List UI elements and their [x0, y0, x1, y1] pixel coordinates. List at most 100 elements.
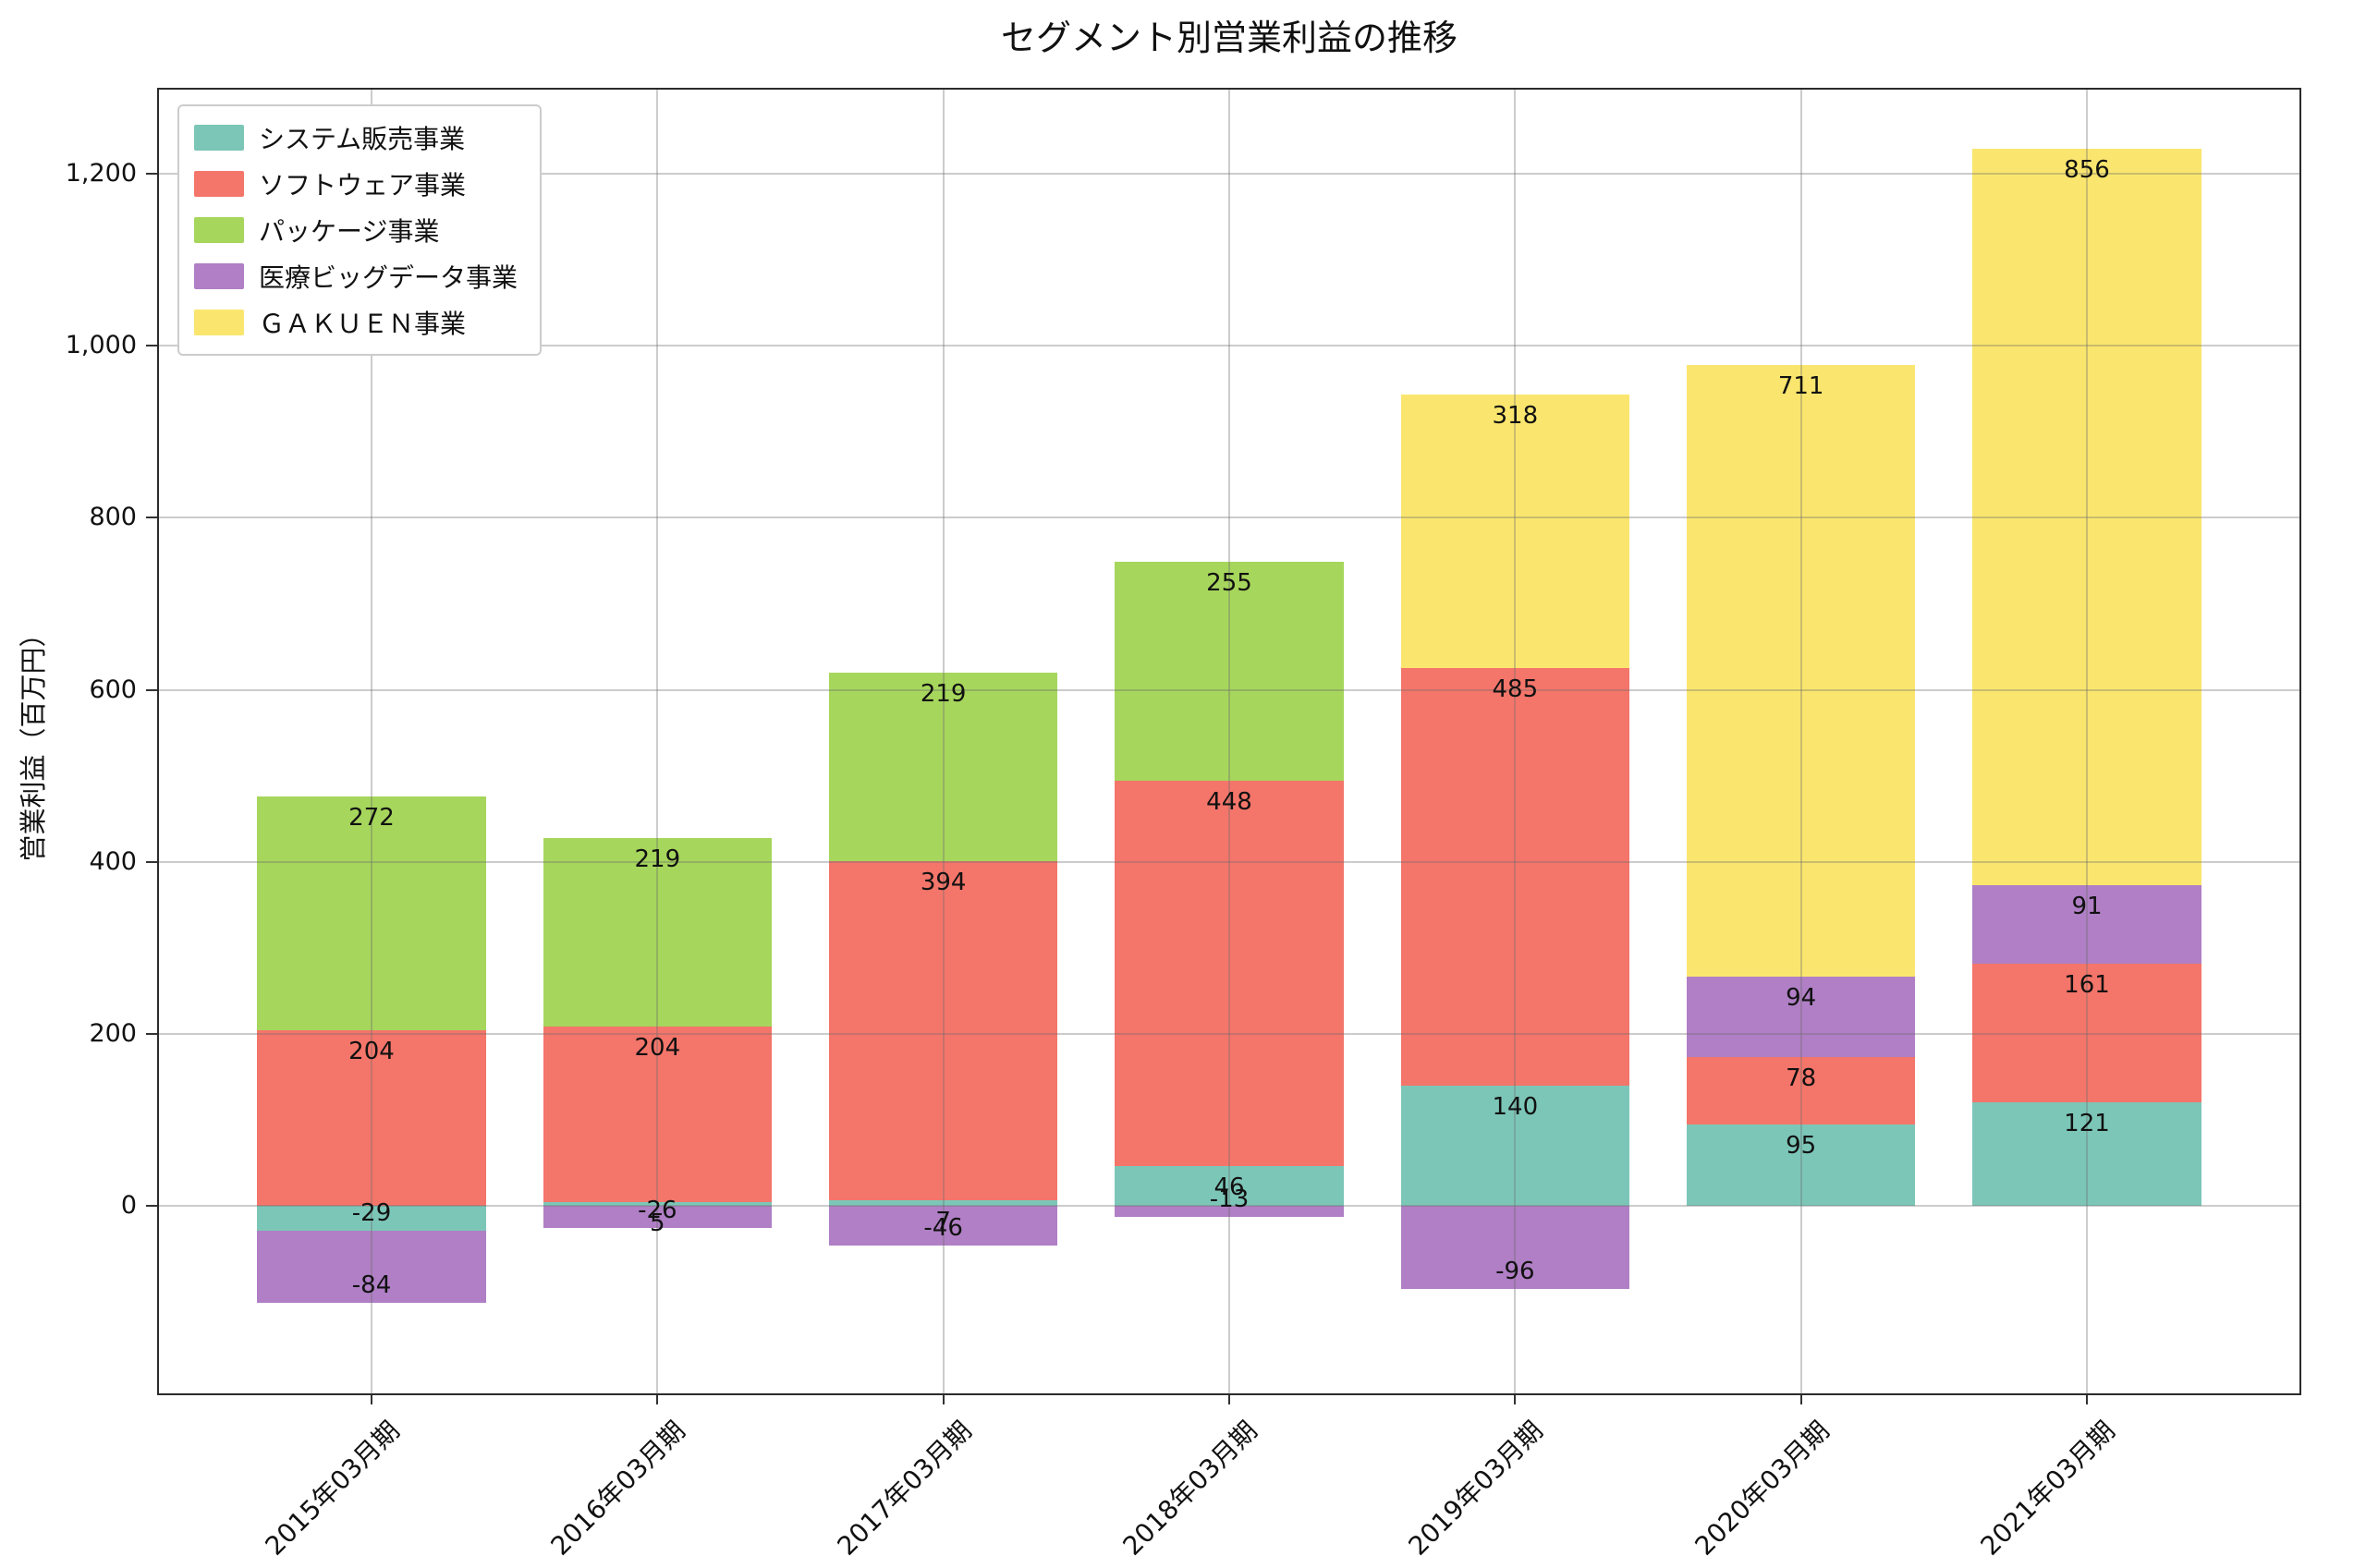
legend-item: ＧＡＫＵＥＮ事業 [194, 304, 518, 341]
bar-value-label: 394 [920, 868, 967, 896]
bar-segment [1400, 668, 1630, 1086]
legend-label: 医療ビッグデータ事業 [259, 262, 518, 293]
bar-segment [257, 1030, 486, 1207]
bar-value-label: -84 [351, 1271, 392, 1300]
y-tick-label: 1,200 [65, 159, 137, 188]
bar-segment [543, 1206, 773, 1229]
bar-segment [1400, 1206, 1630, 1289]
y-tick-label: 800 [89, 503, 137, 532]
bar-segment [543, 1201, 773, 1207]
y-tick-label: 1,000 [65, 331, 137, 360]
bar-value-label: 46 [1213, 1173, 1245, 1202]
y-tick-label: 0 [120, 1191, 137, 1221]
bar-value-label: 140 [1492, 1092, 1539, 1121]
x-tick-label-text: 2021年03月期 [1974, 1415, 2121, 1562]
bar-value-label: 318 [1492, 402, 1539, 431]
bar-segment [828, 860, 1058, 1200]
bar-value-label: 272 [348, 804, 395, 833]
legend-swatch [194, 310, 244, 335]
bar-segment [1115, 1206, 1344, 1218]
bar-segment [543, 837, 773, 1027]
bar-segment [257, 1231, 486, 1304]
bar-value-label: 161 [2064, 970, 2110, 999]
bar-segment [1115, 1166, 1344, 1207]
legend-swatch [194, 263, 244, 289]
y-tick-mark [146, 1033, 157, 1035]
x-tick-label-text: 2020年03月期 [1689, 1415, 1835, 1562]
x-tick-label-text: 2015年03月期 [259, 1415, 406, 1562]
x-tick-mark [2086, 1395, 2088, 1404]
x-tick-mark [1228, 1395, 1230, 1404]
bar-value-label: -46 [923, 1214, 963, 1243]
bar-value-label: -96 [1495, 1257, 1535, 1285]
legend-item: パッケージ事業 [194, 212, 518, 249]
bar-segment [1400, 1085, 1630, 1207]
legend-swatch [194, 171, 244, 197]
x-tick-mark [1514, 1395, 1517, 1404]
bar-segment [828, 673, 1058, 861]
y-tick-mark [146, 173, 157, 176]
x-tick-label-text: 2018年03月期 [1116, 1415, 1263, 1562]
x-tick-label-text: 2017年03月期 [831, 1415, 978, 1562]
bar-segment [257, 796, 486, 1031]
legend-item: システム販売事業 [194, 119, 518, 156]
legend-label: ＧＡＫＵＥＮ事業 [259, 309, 467, 339]
bar-value-label: 121 [2064, 1109, 2110, 1137]
chart-title: セグメント別営業利益の推移 [1000, 18, 1458, 58]
legend: システム販売事業 ソフトウェア事業パッケージ事業医療ビッグデータ事業 ＧＡＫＵＥＮ事… [177, 104, 543, 356]
x-tick-mark [371, 1395, 372, 1404]
bar-segment [1115, 561, 1344, 782]
bar-value-label: -13 [1209, 1185, 1250, 1214]
bar-segment [1686, 1057, 1916, 1124]
bar-segment [1115, 781, 1344, 1167]
legend-swatch [194, 217, 244, 243]
x-tick-mark [942, 1395, 945, 1404]
bar-value-label: 255 [1206, 568, 1252, 597]
bar-segment [828, 1199, 1058, 1207]
x-tick-mark [1799, 1395, 1802, 1404]
bar-segment [257, 1206, 486, 1232]
y-tick-mark [146, 688, 157, 691]
bar-segment [1400, 395, 1630, 669]
bar-value-label: 219 [634, 845, 681, 873]
y-tick-label: 600 [89, 675, 137, 704]
bar-value-label: 95 [1786, 1131, 1817, 1160]
bar-value-label: 856 [2064, 156, 2110, 185]
bar-value-label: 5 [650, 1209, 665, 1237]
bar-value-label: 219 [920, 680, 967, 709]
legend-label: システム販売事業 [259, 124, 466, 154]
x-tick-label-text: 2019年03月期 [1402, 1415, 1550, 1562]
bar-segment [828, 1206, 1058, 1246]
legend-item: 医療ビッグデータ事業 [194, 258, 518, 295]
bar-value-label: 711 [1777, 371, 1824, 400]
y-tick-mark [146, 1205, 157, 1208]
bar-segment [543, 1026, 773, 1202]
legend-item: ソフトウェア事業 [194, 165, 518, 202]
bar-value-label: 448 [1206, 788, 1252, 817]
x-tick-mark [656, 1395, 659, 1404]
bar-value-label: 78 [1786, 1064, 1817, 1093]
bar-value-label: 204 [348, 1038, 395, 1066]
x-tick-label-text: 2016年03月期 [544, 1415, 692, 1562]
bar-value-label: 7 [935, 1207, 951, 1235]
bar-value-label: 204 [634, 1033, 681, 1062]
y-tick-label: 400 [89, 846, 137, 876]
legend-swatch [194, 125, 244, 151]
bar-segment [1686, 364, 1916, 977]
y-tick-mark [146, 860, 157, 863]
bar-value-label: -26 [638, 1197, 677, 1225]
bar-segment [1972, 884, 2201, 964]
bar-segment [1686, 1124, 1916, 1207]
legend-label: ソフトウェア事業 [259, 170, 467, 201]
bar-segment [1972, 1101, 2201, 1207]
y-tick-mark [146, 345, 157, 347]
bar-value-label: -29 [351, 1199, 392, 1228]
bar-segment [1686, 976, 1916, 1058]
y-tick-mark [146, 517, 157, 519]
y-tick-label: 200 [89, 1019, 137, 1048]
legend-items: システム販売事業 ソフトウェア事業パッケージ事業医療ビッグデータ事業 ＧＡＫＵＥＮ事… [194, 119, 518, 341]
